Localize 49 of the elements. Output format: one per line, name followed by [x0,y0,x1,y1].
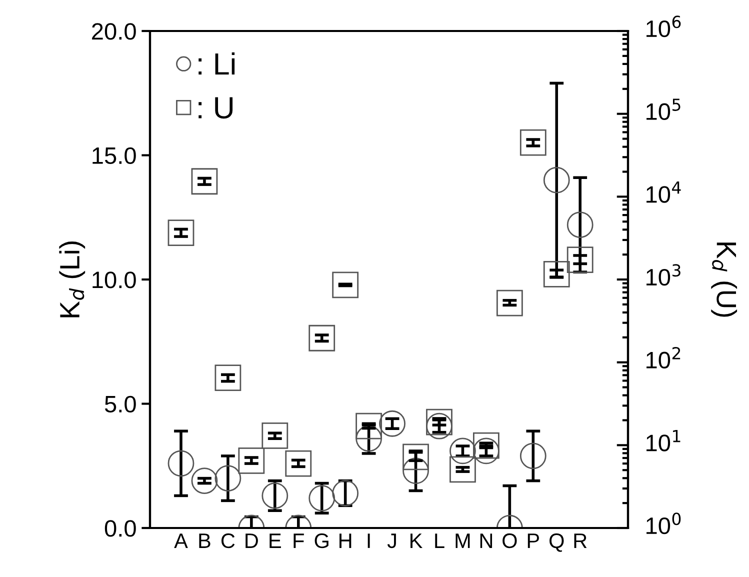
y2-tick-label: 10$^{5}$ [646,98,680,120]
y2-tick-label: 10$^{4}$ [646,182,681,203]
y-tick-label: 10.0 [92,272,136,288]
point [543,166,570,194]
legend-label: : Li [198,52,235,75]
x-tick-label: D [246,534,258,548]
x-tick-label: R [574,534,587,548]
x-tick-label: P [528,534,539,548]
x-tick-label: M [456,534,470,548]
y2-tick-label: 10$^{0}$ [646,512,681,534]
x-tick-label: L [435,534,444,548]
point [566,212,594,238]
point [379,410,406,437]
point [191,468,218,494]
x-tick-label: N [480,534,492,548]
x-tick-label: B [199,534,210,548]
x-tick-label: G [314,533,328,548]
y-tick-label: 20.0 [92,23,136,40]
x-tick-label: K [410,534,422,548]
point [402,458,429,484]
point [214,465,242,492]
x-tick-label: J [387,534,396,548]
y2-axis-title: K$_{d}$ (U) [711,242,738,317]
y-axis-title: K$_{d}$ (Li) [59,241,86,318]
y2-tick-label: 10$^{6}$ [646,16,681,38]
x-tick-label: H [340,534,352,548]
x-tick-label: F [294,534,304,548]
y-tick-label: 0.0 [104,520,136,537]
point [332,480,359,506]
x-tick-label: A [174,534,188,548]
point [450,438,476,464]
x-tick-label: O [502,533,517,548]
point [520,442,546,470]
y-tick-label: 15.0 [92,147,136,164]
point [426,412,452,440]
y2-tick-label: 10$^{1}$ [646,430,680,452]
point [262,482,288,509]
x-tick-label: Q [550,533,564,552]
legend-label: : U [198,97,233,119]
y2-tick-label: 10$^{2}$ [646,346,680,368]
y-tick-label: 5.0 [104,396,136,413]
x-tick-label: C [221,533,235,548]
y2-tick-label: 10$^{3}$ [646,264,680,286]
x-tick-label: I [368,534,370,548]
x-tick-label: E [270,534,281,548]
point [356,425,382,452]
point [168,450,194,477]
point [308,484,336,512]
point [473,438,500,464]
